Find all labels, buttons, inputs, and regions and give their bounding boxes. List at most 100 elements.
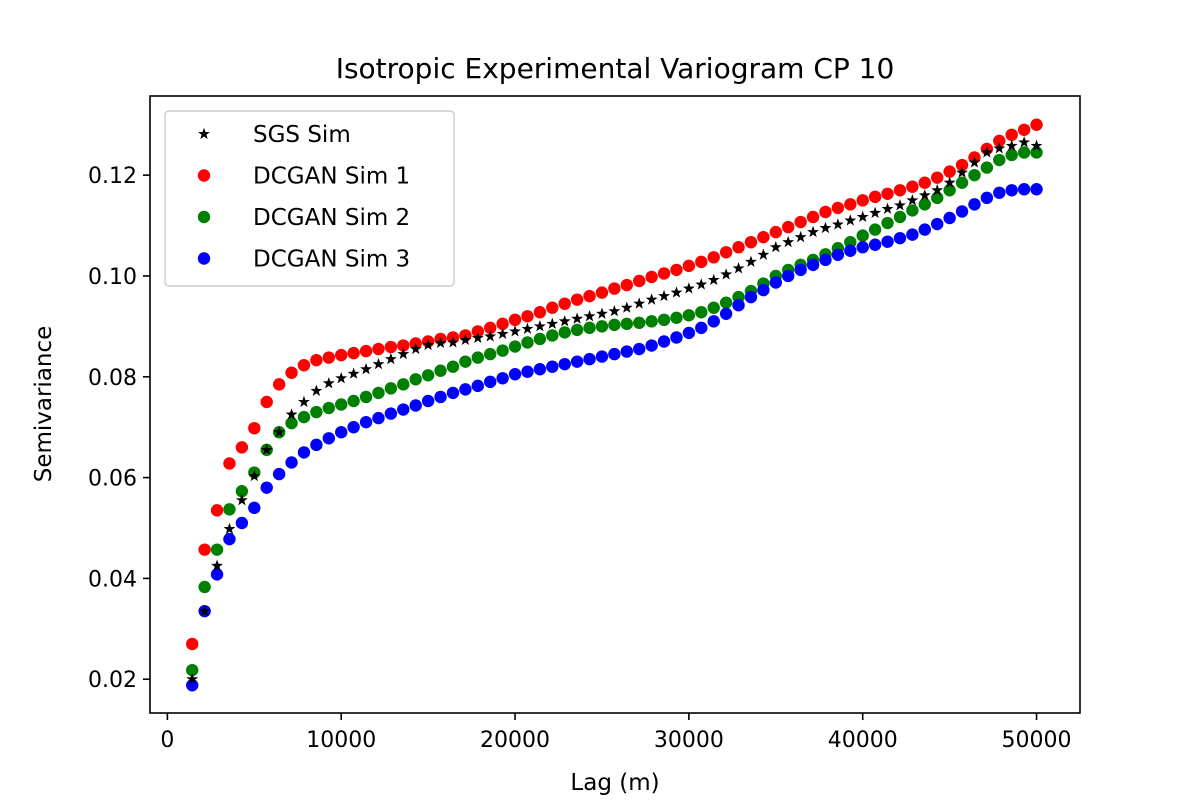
- data-point: [707, 301, 720, 314]
- data-point: [558, 326, 571, 339]
- data-point: [955, 176, 969, 189]
- data-point: [968, 198, 981, 211]
- data-point: [409, 399, 422, 412]
- data-point: [868, 238, 882, 251]
- data-point: [608, 318, 621, 332]
- data-point: [335, 426, 348, 439]
- data-point: [794, 215, 807, 229]
- data-point: [285, 416, 298, 430]
- data-point: [955, 158, 969, 172]
- data-point: [1005, 184, 1018, 197]
- data-point: [198, 543, 211, 556]
- data-point: [595, 320, 609, 333]
- series-dcgan-sim-1: [186, 118, 1043, 651]
- data-point: [372, 357, 385, 370]
- data-point: [844, 198, 857, 211]
- data-point: [918, 223, 931, 236]
- data-point: [645, 339, 658, 352]
- data-point: [831, 218, 844, 230]
- data-point: [198, 604, 211, 617]
- data-point: [521, 322, 534, 334]
- data-point: [558, 297, 571, 310]
- data-point: [186, 672, 199, 685]
- data-point: [695, 321, 708, 335]
- data-point: [943, 184, 956, 197]
- data-point: [633, 297, 646, 309]
- data-point: [533, 306, 547, 319]
- y-axis-label: Semivariance: [31, 326, 57, 483]
- data-point: [943, 211, 956, 225]
- data-point: [670, 263, 683, 277]
- data-point: [533, 363, 547, 376]
- data-point: [657, 267, 671, 280]
- data-point: [533, 320, 546, 332]
- data-point: [521, 310, 534, 323]
- data-point: [856, 241, 869, 254]
- data-point: [310, 438, 323, 452]
- data-point: [1005, 148, 1018, 162]
- data-point: [744, 235, 758, 249]
- data-point: [322, 351, 336, 364]
- data-point: [397, 378, 410, 391]
- data-point: [583, 289, 596, 303]
- data-point: [484, 347, 497, 361]
- data-point: [322, 401, 336, 415]
- data-point: [856, 229, 869, 242]
- x-tick-label: 40000: [828, 728, 898, 753]
- data-point: [384, 382, 398, 395]
- data-point: [993, 186, 1006, 199]
- y-tick-label: 0.12: [88, 164, 137, 189]
- data-point: [347, 367, 360, 379]
- data-point: [484, 321, 497, 335]
- data-point: [223, 503, 236, 516]
- data-point: [235, 441, 249, 454]
- data-point: [868, 190, 882, 204]
- data-point: [620, 317, 634, 331]
- data-point: [260, 395, 273, 409]
- data-point: [359, 344, 373, 358]
- legend-label: DCGAN Sim 1: [253, 164, 410, 190]
- data-point: [496, 327, 509, 339]
- data-point: [906, 194, 919, 206]
- legend: SGS Sim DCGAN Sim 1 DCGAN Sim 2 DCGAN Sim 3: [164, 110, 455, 287]
- data-point: [670, 311, 683, 324]
- legend-star-marker: [198, 127, 210, 140]
- data-point: [496, 372, 509, 385]
- data-point: [484, 375, 497, 389]
- x-tick-label: 0: [160, 728, 174, 753]
- y-tick-label: 0.02: [88, 668, 137, 693]
- data-point: [372, 386, 385, 400]
- data-point: [297, 410, 311, 424]
- data-point: [434, 390, 447, 404]
- data-point: [1030, 139, 1043, 151]
- legend-circle-marker: [197, 210, 211, 224]
- data-point: [210, 543, 224, 556]
- legend-label: SGS Sim: [253, 122, 351, 148]
- data-point: [881, 216, 894, 230]
- data-point: [310, 353, 323, 367]
- x-axis-label: Lag (m): [570, 770, 659, 796]
- data-point: [955, 205, 969, 218]
- y-tick-label: 0.04: [88, 567, 137, 592]
- legend-label: DCGAN Sim 3: [253, 247, 410, 273]
- data-point: [583, 310, 596, 322]
- data-point: [707, 273, 720, 286]
- data-point: [943, 165, 956, 178]
- data-point: [198, 580, 211, 594]
- data-point: [298, 395, 310, 408]
- data-point: [272, 378, 286, 391]
- data-point: [956, 166, 968, 178]
- data-point: [682, 282, 695, 294]
- data-point: [918, 176, 931, 189]
- data-point: [260, 443, 273, 455]
- data-point: [359, 415, 373, 429]
- legend-item: DCGAN Sim 1: [197, 164, 410, 190]
- data-point: [881, 202, 894, 214]
- data-point: [893, 231, 907, 245]
- chart-title: Isotropic Experimental Variogram CP 10: [336, 52, 895, 85]
- data-point: [322, 377, 335, 389]
- data-point: [409, 373, 422, 386]
- data-point: [719, 246, 733, 259]
- data-point: [471, 325, 484, 338]
- data-point: [459, 333, 472, 346]
